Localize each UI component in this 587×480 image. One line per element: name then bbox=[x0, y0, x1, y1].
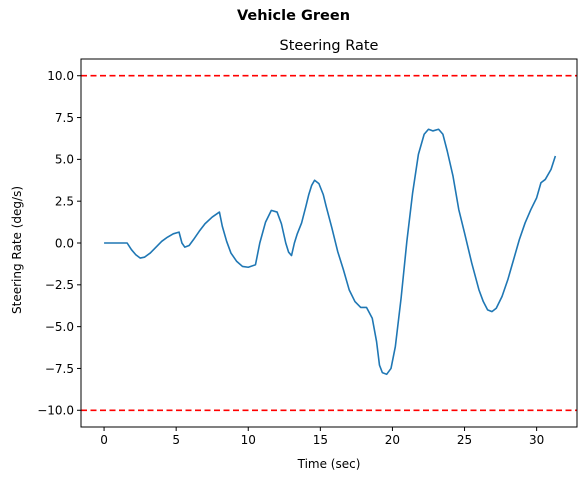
series-line-0 bbox=[104, 128, 557, 376]
x-tick-label: 20 bbox=[385, 433, 400, 447]
x-axis-label: Time (sec) bbox=[297, 457, 361, 471]
axes-frame bbox=[80, 58, 578, 428]
x-tick-label: 30 bbox=[529, 433, 544, 447]
plot-area: 0 5 10 15 20 25 30 −10.0 −7.5 −5.0 −2.5 0.0 2.5 5.0 7.… bbox=[37, 58, 578, 447]
y-axis-label: Steering Rate (deg/s) bbox=[10, 186, 24, 314]
x-tick-label: 5 bbox=[172, 433, 180, 447]
y-tick-label: 2.5 bbox=[55, 194, 74, 208]
y-tick-label: −2.5 bbox=[45, 278, 74, 292]
y-tick-label: 7.5 bbox=[55, 111, 74, 125]
x-tick-label: 10 bbox=[241, 433, 256, 447]
y-tick-label: −5.0 bbox=[45, 320, 74, 334]
y-tick-label: 5.0 bbox=[55, 153, 74, 167]
y-tick-label: −10.0 bbox=[37, 404, 74, 418]
y-tick-label: −7.5 bbox=[45, 362, 74, 376]
x-tick-label: 25 bbox=[457, 433, 472, 447]
x-tick-label: 15 bbox=[313, 433, 328, 447]
y-tick-label: 0.0 bbox=[55, 236, 74, 250]
figure-suptitle: Vehicle Green bbox=[236, 8, 351, 24]
x-tick-label: 0 bbox=[100, 433, 108, 447]
y-tick-label: 10.0 bbox=[47, 69, 74, 83]
chart-title: Steering Rate bbox=[280, 38, 379, 54]
